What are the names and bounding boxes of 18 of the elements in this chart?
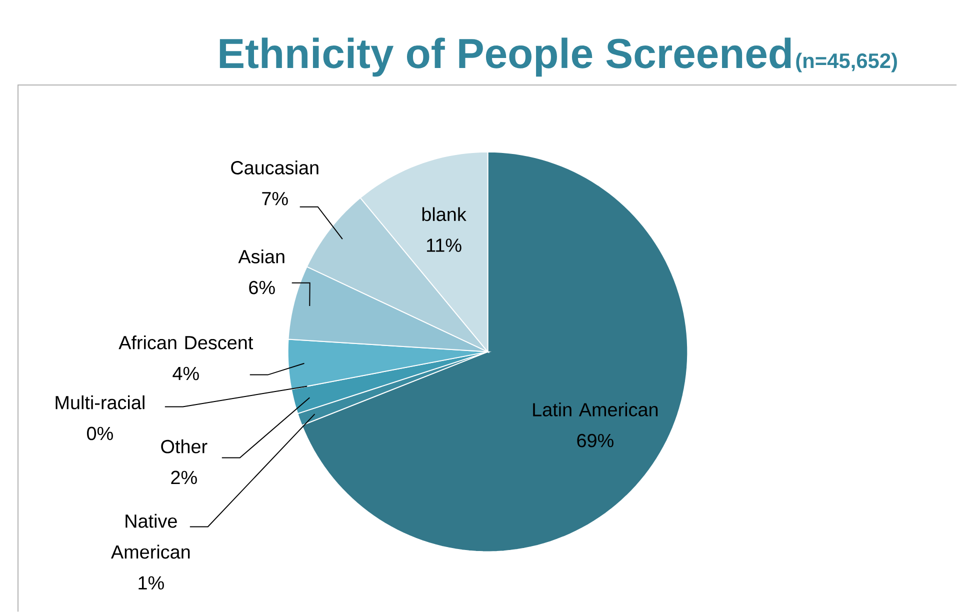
slice-label: Other [161,439,208,454]
slice-label: Latin American [533,402,658,416]
data-label: 4% [172,366,199,380]
slice-label: Caucasian [231,160,318,174]
chart-title: Ethnicity of People Screened [220,38,791,77]
data-label: 7% [262,192,288,206]
data-label: 2% [171,470,197,484]
data-label: 69% [577,434,614,448]
slice-label: African Descent [118,335,254,350]
slice-label: Native American [111,514,190,559]
slice-label: Asian [238,249,284,264]
data-label: 11% [426,238,462,252]
data-label: 6% [249,280,275,294]
text: 0% [87,426,113,440]
slice-label: blank [422,207,466,222]
data-label: 1% [138,576,164,590]
category-label: Multi-racial [56,395,144,410]
text: (n=45,652) [796,52,897,72]
